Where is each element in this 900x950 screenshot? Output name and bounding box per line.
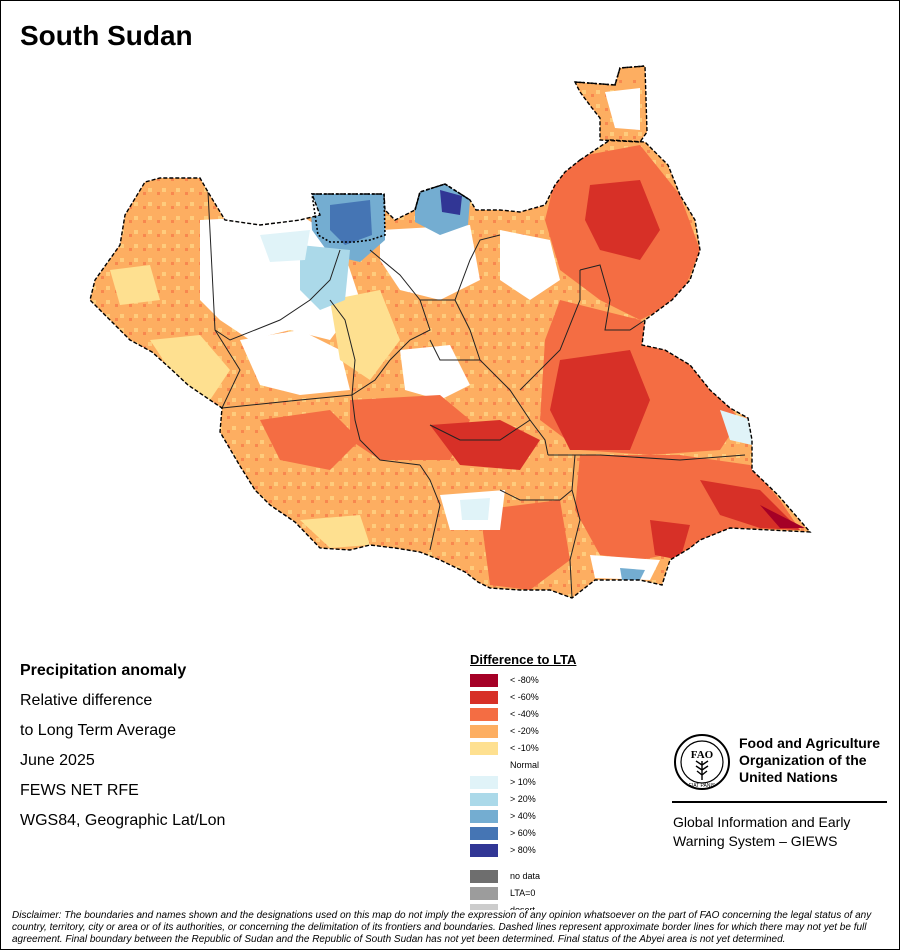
legend-swatch xyxy=(470,725,498,739)
giews-line: Global Information and Early xyxy=(673,814,851,830)
legend-item: > 80% xyxy=(470,843,536,858)
legend-swatch xyxy=(470,827,498,841)
legend-item: < -60% xyxy=(470,690,539,705)
legend-item: no data xyxy=(470,869,541,884)
org-divider xyxy=(672,801,887,803)
org-name-line: Food and Agriculture xyxy=(739,735,881,751)
legend-item: < -40% xyxy=(470,707,539,722)
legend-title: Difference to LTA xyxy=(470,652,577,667)
legend-swatch xyxy=(470,810,498,824)
info-line: FEWS NET RFE xyxy=(20,782,139,799)
giews-line: Warning System – GIEWS xyxy=(673,833,838,849)
map-title: South Sudan xyxy=(20,20,193,51)
legend-label: LTA=0 xyxy=(510,888,536,898)
legend-label: > 60% xyxy=(510,828,536,838)
info-heading: Precipitation anomaly xyxy=(20,662,187,679)
fao-logo-motto: FIAT PANIS xyxy=(689,783,716,789)
legend-label: < -60% xyxy=(510,692,539,702)
legend-swatch xyxy=(470,674,498,688)
info-line: WGS84, Geographic Lat/Lon xyxy=(20,812,226,829)
legend-swatch xyxy=(470,887,498,901)
legend: Difference to LTA < -80% < -60% < -40% < -2… xyxy=(470,652,577,918)
disclaimer: Disclaimer: The boundaries and names sho… xyxy=(12,910,888,946)
giews-name: Global Information and Early Warning Sys… xyxy=(673,813,850,851)
legend-item: < -80% xyxy=(470,673,539,688)
legend-label: < -40% xyxy=(510,709,539,719)
legend-item: > 60% xyxy=(470,826,536,841)
info-line: June 2025 xyxy=(20,752,95,769)
legend-label: < -80% xyxy=(510,675,539,685)
legend-label: > 10% xyxy=(510,777,536,787)
legend-label: > 40% xyxy=(510,811,536,821)
legend-label: no data xyxy=(510,871,541,881)
legend-swatch xyxy=(470,742,498,756)
legend-item: LTA=0 xyxy=(470,886,536,901)
legend-item: > 10% xyxy=(470,775,536,790)
legend-item: < -20% xyxy=(470,724,539,739)
info-line: to Long Term Average xyxy=(20,722,176,739)
org-name-line: Organization of the xyxy=(739,752,867,768)
map-info: Precipitation anomaly Relative differenc… xyxy=(20,656,225,836)
legend-label: > 20% xyxy=(510,794,536,804)
fao-logo: FAO FIAT PANIS xyxy=(674,734,730,790)
legend-swatch xyxy=(470,708,498,722)
legend-item: > 20% xyxy=(470,792,536,807)
legend-swatch xyxy=(470,870,498,884)
legend-item: > 40% xyxy=(470,809,536,824)
anomaly-map xyxy=(89,65,811,599)
org-name-line: United Nations xyxy=(739,769,838,785)
legend-swatch xyxy=(470,844,498,858)
info-line: Relative difference xyxy=(20,692,153,709)
legend-label: < -20% xyxy=(510,726,539,736)
legend-label: Normal xyxy=(510,760,540,770)
legend-item: Normal xyxy=(470,758,540,773)
legend-label: > 80% xyxy=(510,845,536,855)
org-name: Food and Agriculture Organization of the… xyxy=(739,735,880,786)
legend-swatch xyxy=(470,793,498,807)
legend-label: < -10% xyxy=(510,743,539,753)
fao-logo-text: FAO xyxy=(691,749,714,761)
legend-item: < -10% xyxy=(470,741,539,756)
legend-swatch xyxy=(470,776,498,790)
legend-swatch xyxy=(470,759,498,773)
legend-swatch xyxy=(470,691,498,705)
